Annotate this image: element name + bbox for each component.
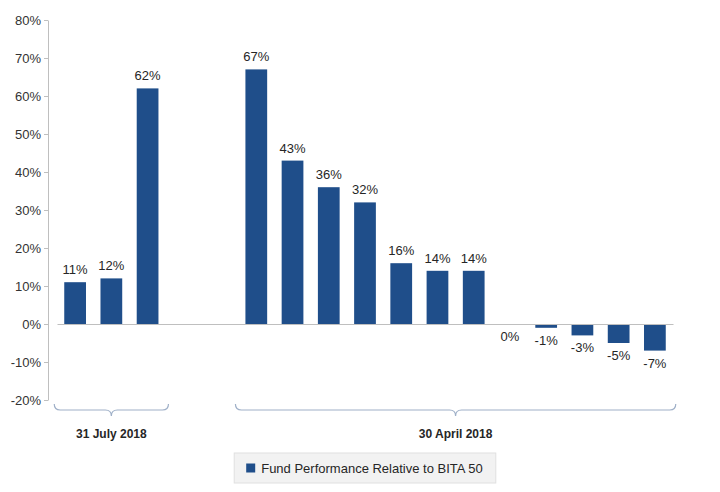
y-axis-line [48, 21, 49, 401]
chart: -20% -10% 0% 10% 20% 30% 40% 50% 60% 70% 80% 11% 12%… [0, 0, 720, 492]
data-label: 36% [316, 167, 342, 182]
group-brackets: 31 July 2018 30 April 2018 [54, 404, 676, 441]
data-label: 12% [98, 258, 124, 273]
y-tick-label: 80% [15, 13, 41, 28]
data-label: 0% [501, 329, 520, 344]
bar [354, 202, 376, 324]
y-tick-label: -20% [11, 393, 42, 408]
data-label: 11% [63, 262, 88, 277]
y-tick: -20% [11, 393, 48, 408]
y-tick-mark [44, 400, 48, 401]
y-tick-label: 60% [15, 89, 41, 104]
data-label: 32% [352, 182, 378, 197]
data-label: 14% [461, 251, 487, 266]
group-bracket [54, 404, 168, 416]
bars [64, 69, 666, 350]
data-label: -7% [643, 356, 667, 371]
bar [245, 69, 267, 324]
y-tick-mark [44, 134, 48, 135]
y-tick-label: 70% [15, 51, 41, 66]
bar [572, 324, 594, 335]
y-tick-label: 50% [15, 127, 41, 142]
data-label: -5% [607, 348, 631, 363]
y-tick: 60% [15, 89, 48, 104]
bar [390, 263, 412, 324]
y-tick-mark [44, 96, 48, 97]
x-axis-line [58, 324, 674, 325]
y-tick: -10% [11, 355, 48, 370]
y-tick-label: 30% [15, 203, 41, 218]
bar [318, 187, 340, 324]
data-label: -1% [535, 333, 559, 348]
bar [100, 278, 122, 324]
y-tick: 20% [15, 241, 48, 256]
data-label: 43% [280, 141, 306, 156]
legend-box [234, 453, 496, 483]
group-bracket [235, 404, 675, 416]
bar [137, 88, 159, 324]
y-tick: 80% [15, 13, 48, 28]
y-axis: -20% -10% 0% 10% 20% 30% 40% 50% 60% 70% 80% [11, 13, 49, 408]
y-tick-label: 20% [15, 241, 41, 256]
legend: Fund Performance Relative to BITA 50 [234, 453, 496, 483]
x-axis [58, 324, 674, 326]
y-tick: 40% [15, 165, 48, 180]
y-tick-mark [44, 324, 48, 325]
y-tick: 70% [15, 51, 48, 66]
y-tick: 0% [22, 317, 48, 332]
data-label: 16% [388, 243, 414, 258]
y-tick-label: 10% [15, 279, 41, 294]
data-label: -3% [571, 340, 595, 355]
y-tick-label: 0% [22, 317, 41, 332]
y-tick-label: -10% [11, 355, 42, 370]
y-tick-mark [44, 210, 48, 211]
bar [64, 282, 86, 324]
y-tick-mark [44, 172, 48, 173]
y-tick-label: 40% [15, 165, 41, 180]
y-tick-mark [44, 58, 48, 59]
data-labels: 11% 12% 62% 67% 43% 36% 32% 16% 14% 14% 0% -1% -3% -5… [63, 49, 667, 370]
legend-label: Fund Performance Relative to BITA 50 [261, 461, 483, 476]
group-label: 30 April 2018 [419, 427, 493, 441]
bar [644, 324, 666, 351]
data-label: 67% [243, 49, 269, 64]
bar [608, 324, 630, 343]
y-tick-mark [44, 248, 48, 249]
y-tick-mark [44, 20, 48, 21]
y-tick: 10% [15, 279, 48, 294]
group-label: 31 July 2018 [76, 427, 147, 441]
bar [427, 271, 449, 324]
data-label: 62% [135, 68, 161, 83]
legend-swatch [246, 464, 255, 473]
bar [282, 161, 304, 324]
y-tick: 50% [15, 127, 48, 142]
y-tick: 30% [15, 203, 48, 218]
bar [463, 271, 485, 324]
y-tick-mark [44, 286, 48, 287]
data-label: 14% [424, 251, 450, 266]
y-tick-mark [44, 362, 48, 363]
